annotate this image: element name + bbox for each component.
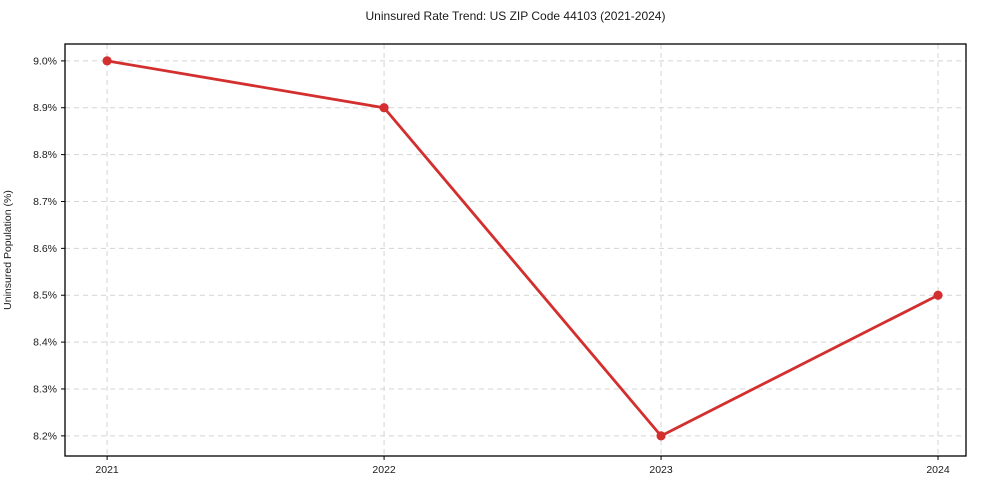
y-tick-label: 8.8% (33, 149, 57, 161)
x-tick-label: 2023 (649, 464, 673, 476)
data-point (379, 103, 389, 113)
data-point (933, 290, 943, 300)
chart-title: Uninsured Rate Trend: US ZIP Code 44103 … (365, 9, 666, 23)
x-tick-label: 2021 (95, 464, 119, 476)
x-tick-label: 2022 (372, 464, 396, 476)
trend-line (105, 59, 940, 438)
data-point (102, 56, 112, 66)
data-point (656, 431, 666, 441)
y-tick-label: 8.3% (33, 383, 57, 395)
y-tick-label: 8.5% (33, 290, 57, 302)
plot-frame (64, 43, 967, 457)
y-tick-label: 9.0% (33, 55, 57, 67)
y-tick-label: 8.4% (33, 337, 57, 349)
y-tick-label: 8.9% (33, 102, 57, 114)
y-tick-label: 8.2% (33, 430, 57, 442)
x-tick-label: 2024 (926, 464, 950, 476)
y-tick-label: 8.7% (33, 196, 57, 208)
y-tick-label: 8.6% (33, 243, 57, 255)
